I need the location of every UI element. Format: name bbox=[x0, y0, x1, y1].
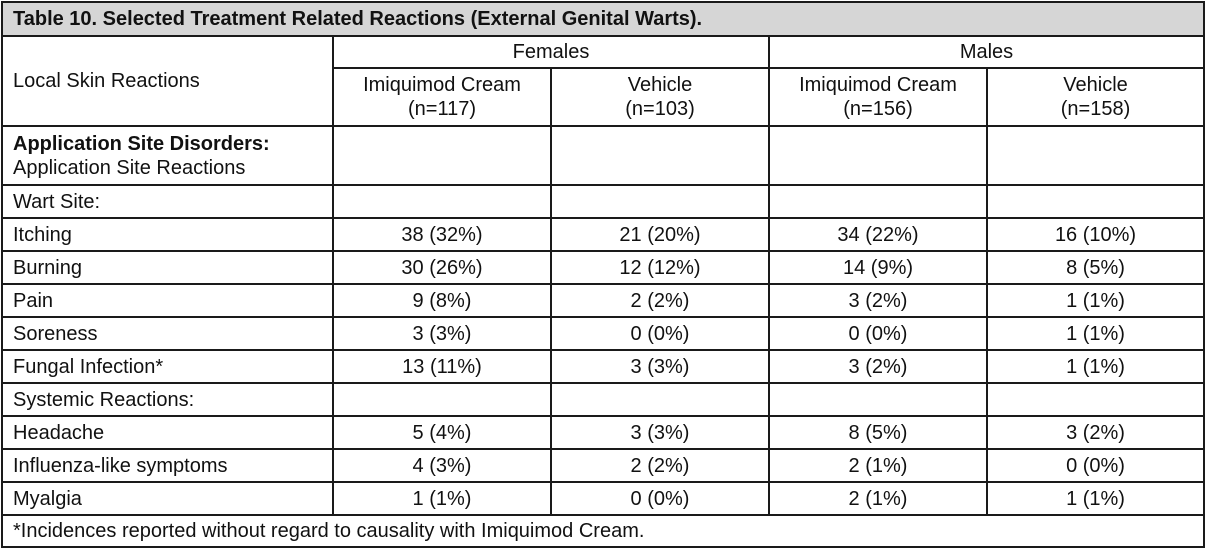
empty-cell bbox=[550, 125, 770, 186]
data-cell: 34 (22%) bbox=[768, 217, 988, 252]
data-cell: 0 (0%) bbox=[768, 316, 988, 351]
table-row: Pain 9 (8%) 2 (2%) 3 (2%) 1 (1%) bbox=[1, 283, 1205, 318]
data-cell: 1 (1%) bbox=[985, 481, 1205, 516]
data-cell: 3 (3%) bbox=[550, 349, 770, 384]
column-header-n: (n=158) bbox=[1060, 98, 1131, 120]
column-header-name: Vehicle bbox=[1063, 74, 1128, 96]
row-header-label: Local Skin Reactions bbox=[1, 35, 334, 127]
row-label: Pain bbox=[1, 283, 334, 318]
data-cell: 8 (5%) bbox=[985, 250, 1205, 285]
row-label: Burning bbox=[1, 250, 334, 285]
table-row: Headache 5 (4%) 3 (3%) 8 (5%) 3 (2%) bbox=[1, 415, 1205, 450]
data-cell: 3 (2%) bbox=[768, 349, 988, 384]
data-cell bbox=[550, 382, 770, 417]
table-row: Itching 38 (32%) 21 (20%) 34 (22%) 16 (10%) bbox=[1, 217, 1205, 252]
table-row: Myalgia 1 (1%) 0 (0%) 2 (1%) 1 (1%) bbox=[1, 481, 1205, 516]
data-cell: 2 (2%) bbox=[550, 448, 770, 483]
empty-cell bbox=[768, 125, 988, 186]
empty-cell bbox=[332, 125, 552, 186]
data-cell: 2 (2%) bbox=[550, 283, 770, 318]
data-cell bbox=[332, 184, 552, 219]
row-label: Headache bbox=[1, 415, 334, 450]
table-caption: Table 10. Selected Treatment Related Rea… bbox=[0, 1, 1205, 37]
column-header-name: Imiquimod Cream bbox=[363, 74, 521, 96]
row-label: Itching bbox=[1, 217, 334, 252]
row-label: Wart Site: bbox=[1, 184, 334, 219]
data-cell: 4 (3%) bbox=[332, 448, 552, 483]
data-cell: 16 (10%) bbox=[985, 217, 1205, 252]
data-cell: 8 (5%) bbox=[768, 415, 988, 450]
data-cell: 9 (8%) bbox=[332, 283, 552, 318]
column-header: Vehicle (n=158) bbox=[985, 67, 1205, 127]
data-cell: 38 (32%) bbox=[332, 217, 552, 252]
section-subtitle: Application Site Reactions bbox=[13, 156, 246, 179]
data-cell: 13 (11%) bbox=[332, 349, 552, 384]
data-cell: 3 (2%) bbox=[985, 415, 1205, 450]
column-header-n: (n=103) bbox=[625, 98, 695, 120]
table-row: Fungal Infection* 13 (11%) 3 (3%) 3 (2%) 1 (… bbox=[1, 349, 1205, 384]
column-header: Imiquimod Cream (n=117) bbox=[332, 67, 552, 127]
data-cell: 2 (1%) bbox=[768, 481, 988, 516]
table-row: Soreness 3 (3%) 0 (0%) 0 (0%) 1 (1%) bbox=[1, 316, 1205, 351]
data-cell: 1 (1%) bbox=[985, 316, 1205, 351]
row-label: Systemic Reactions: bbox=[1, 382, 334, 417]
column-header-name: Imiquimod Cream bbox=[799, 74, 957, 96]
table-row: Influenza-like symptoms 4 (3%) 2 (2%) 2 (1%… bbox=[1, 448, 1205, 483]
row-label: Influenza-like symptoms bbox=[1, 448, 334, 483]
table-row: Burning 30 (26%) 12 (12%) 14 (9%) 8 (5%) bbox=[1, 250, 1205, 285]
data-cell: 2 (1%) bbox=[768, 448, 988, 483]
column-header: Vehicle (n=103) bbox=[550, 67, 770, 127]
section-row-application-site: Application Site Disorders: Application … bbox=[1, 125, 1205, 186]
row-label: Fungal Infection* bbox=[1, 349, 334, 384]
section-label-cell: Application Site Disorders: Application … bbox=[1, 125, 334, 186]
table-row: Systemic Reactions: bbox=[1, 382, 1205, 417]
column-header: Imiquimod Cream (n=156) bbox=[768, 67, 988, 127]
data-cell bbox=[985, 382, 1205, 417]
table-row: Wart Site: bbox=[1, 184, 1205, 219]
data-cell: 1 (1%) bbox=[332, 481, 552, 516]
data-cell: 5 (4%) bbox=[332, 415, 552, 450]
column-header-n: (n=117) bbox=[407, 98, 476, 120]
data-cell bbox=[768, 382, 988, 417]
data-cell: 21 (20%) bbox=[550, 217, 770, 252]
row-label: Soreness bbox=[1, 316, 334, 351]
data-cell: 0 (0%) bbox=[985, 448, 1205, 483]
footnote-row: *Incidences reported without regard to c… bbox=[0, 514, 1205, 548]
group-header-row: Local Skin Reactions Females Males bbox=[1, 35, 1205, 127]
empty-cell bbox=[985, 125, 1205, 186]
data-cell: 1 (1%) bbox=[985, 349, 1205, 384]
column-header-row: Imiquimod Cream (n=117) Vehicle (n=103) … bbox=[2, 67, 1205, 127]
group-header-females: Females bbox=[332, 35, 770, 69]
data-cell: 3 (3%) bbox=[550, 415, 770, 450]
footnote: *Incidences reported without regard to c… bbox=[0, 514, 1205, 548]
data-cell: 12 (12%) bbox=[550, 250, 770, 285]
data-cell bbox=[985, 184, 1205, 219]
column-header-n: (n=156) bbox=[843, 98, 913, 120]
section-title: Application Site Disorders: bbox=[13, 132, 270, 155]
group-header-males: Males bbox=[767, 35, 1205, 69]
data-cell bbox=[332, 382, 552, 417]
data-cell: 3 (3%) bbox=[332, 316, 552, 351]
data-cell bbox=[768, 184, 988, 219]
data-cell: 0 (0%) bbox=[550, 316, 770, 351]
data-cell: 3 (2%) bbox=[768, 283, 988, 318]
data-cell: 0 (0%) bbox=[550, 481, 770, 516]
column-header-name: Vehicle bbox=[627, 74, 693, 96]
row-label: Myalgia bbox=[1, 481, 334, 516]
caption-row: Table 10. Selected Treatment Related Rea… bbox=[0, 1, 1205, 37]
data-cell bbox=[550, 184, 770, 219]
data-cell: 14 (9%) bbox=[768, 250, 988, 285]
data-cell: 1 (1%) bbox=[985, 283, 1205, 318]
data-cell: 30 (26%) bbox=[332, 250, 552, 285]
